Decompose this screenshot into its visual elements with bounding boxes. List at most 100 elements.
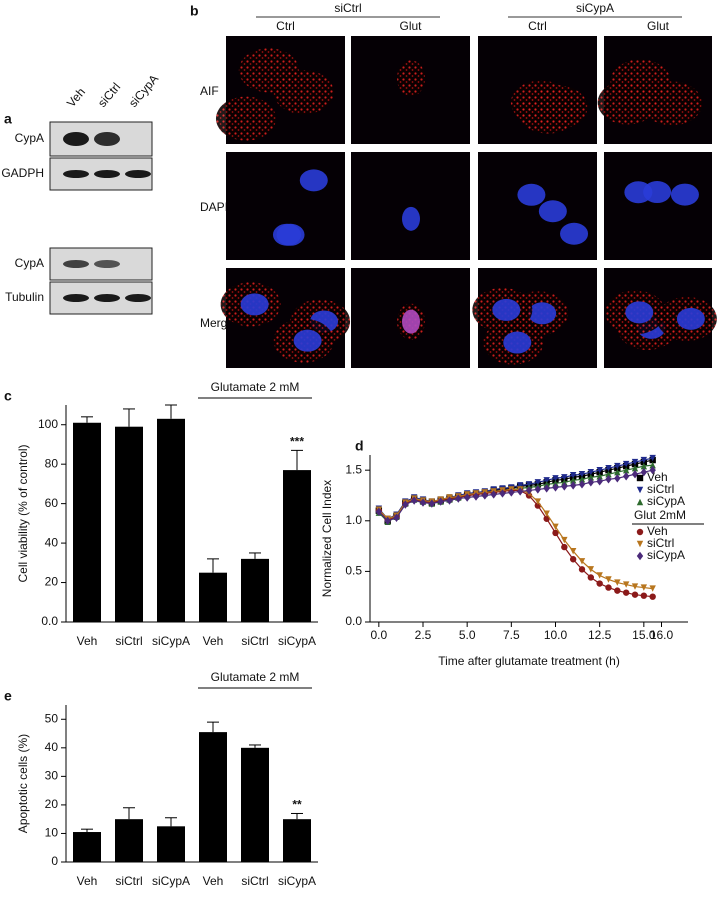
y-tick-label: 30 [45, 769, 59, 783]
band [125, 170, 151, 178]
bar [73, 832, 101, 862]
y-tick-label: 0.5 [345, 564, 362, 578]
bracket-label: Glutamate 2 mM [211, 670, 300, 684]
y-axis-label: Normalized Cell Index [320, 480, 334, 597]
marker [569, 556, 577, 563]
x-tick-label: 16.0 [650, 628, 674, 642]
marker [640, 468, 648, 477]
marker [578, 566, 586, 573]
marker [631, 464, 639, 472]
marker [534, 498, 542, 505]
bar [283, 819, 311, 862]
marker [552, 483, 559, 492]
marker [640, 456, 648, 464]
marker [587, 478, 595, 487]
marker [463, 493, 471, 502]
nucleus [299, 169, 328, 192]
marker [552, 475, 559, 482]
marker [605, 475, 612, 484]
series-line [378, 469, 653, 522]
bar [199, 732, 227, 862]
y-tick-label: 40 [45, 740, 59, 754]
bar [199, 572, 227, 622]
x-tick-label: siCtrl [241, 874, 268, 888]
x-tick-label: Veh [77, 634, 98, 648]
y-tick-label: 60 [45, 496, 59, 510]
blot-label: CypA [15, 131, 44, 145]
marker [614, 587, 621, 594]
x-tick-label: siCypA [278, 874, 316, 888]
marker [561, 536, 568, 544]
x-tick-label: Veh [203, 874, 224, 888]
x-tick-label: 15.0 [632, 628, 656, 642]
marker [622, 581, 630, 588]
marker [543, 510, 550, 517]
marker [578, 480, 586, 489]
micrograph [351, 152, 470, 260]
x-tick-label: 7.5 [503, 628, 520, 642]
bar [115, 819, 143, 862]
nucleus [240, 293, 269, 316]
marker [446, 496, 453, 505]
x-tick-label: siCypA [152, 874, 190, 888]
marker [534, 479, 542, 486]
marker [640, 592, 648, 599]
blot-label: Tubulin [5, 290, 44, 304]
column-label: Ctrl [528, 19, 547, 33]
marker [410, 496, 418, 505]
marker [481, 491, 489, 500]
band [63, 260, 89, 268]
marker [631, 458, 639, 466]
blot-label: GADPH [1, 166, 44, 180]
marker [508, 488, 515, 497]
nucleus [276, 223, 305, 246]
legend-label: siCtrl [647, 482, 674, 496]
marker [578, 471, 586, 478]
column-label: Ctrl [276, 19, 295, 33]
x-axis-label: Time after glutamate treatment (h) [438, 654, 620, 668]
legend-label: siCypA [647, 494, 685, 508]
marker [561, 482, 568, 491]
panel-label: d [355, 438, 364, 454]
marker [596, 466, 603, 474]
marker [631, 470, 639, 479]
y-axis-label: Cell viability (% of control) [16, 444, 30, 582]
band [94, 260, 120, 268]
x-tick-label: 12.5 [588, 628, 612, 642]
x-tick-label: 10.0 [544, 628, 568, 642]
marker [649, 461, 656, 469]
nucleus [517, 183, 546, 206]
marker [428, 499, 436, 508]
band [63, 294, 89, 302]
cytoplasm [642, 81, 703, 126]
nucleus [492, 298, 521, 321]
marker [516, 487, 524, 496]
y-tick-label: 50 [45, 711, 59, 725]
bar [283, 470, 311, 622]
micrograph [604, 152, 712, 260]
marker [587, 566, 595, 573]
cytoplasm [216, 96, 277, 141]
significance: *** [290, 435, 304, 449]
marker [543, 484, 550, 493]
x-tick-label: 2.5 [415, 628, 432, 642]
nucleus [293, 329, 322, 352]
significance: ** [292, 798, 302, 812]
marker [605, 576, 612, 583]
marker [614, 469, 621, 476]
legend-label: Veh [647, 470, 668, 484]
panel-label: a [4, 111, 12, 127]
marker [636, 528, 644, 536]
lane-label: Veh [64, 85, 88, 110]
cytoplasm [597, 80, 658, 125]
marker [472, 492, 480, 501]
marker [561, 474, 568, 481]
marker [622, 589, 630, 596]
marker [578, 558, 586, 565]
band [63, 132, 89, 146]
legend-label: siCtrl [647, 536, 674, 550]
marker [622, 472, 630, 481]
marker [419, 498, 427, 507]
y-tick-label: 20 [45, 575, 59, 589]
